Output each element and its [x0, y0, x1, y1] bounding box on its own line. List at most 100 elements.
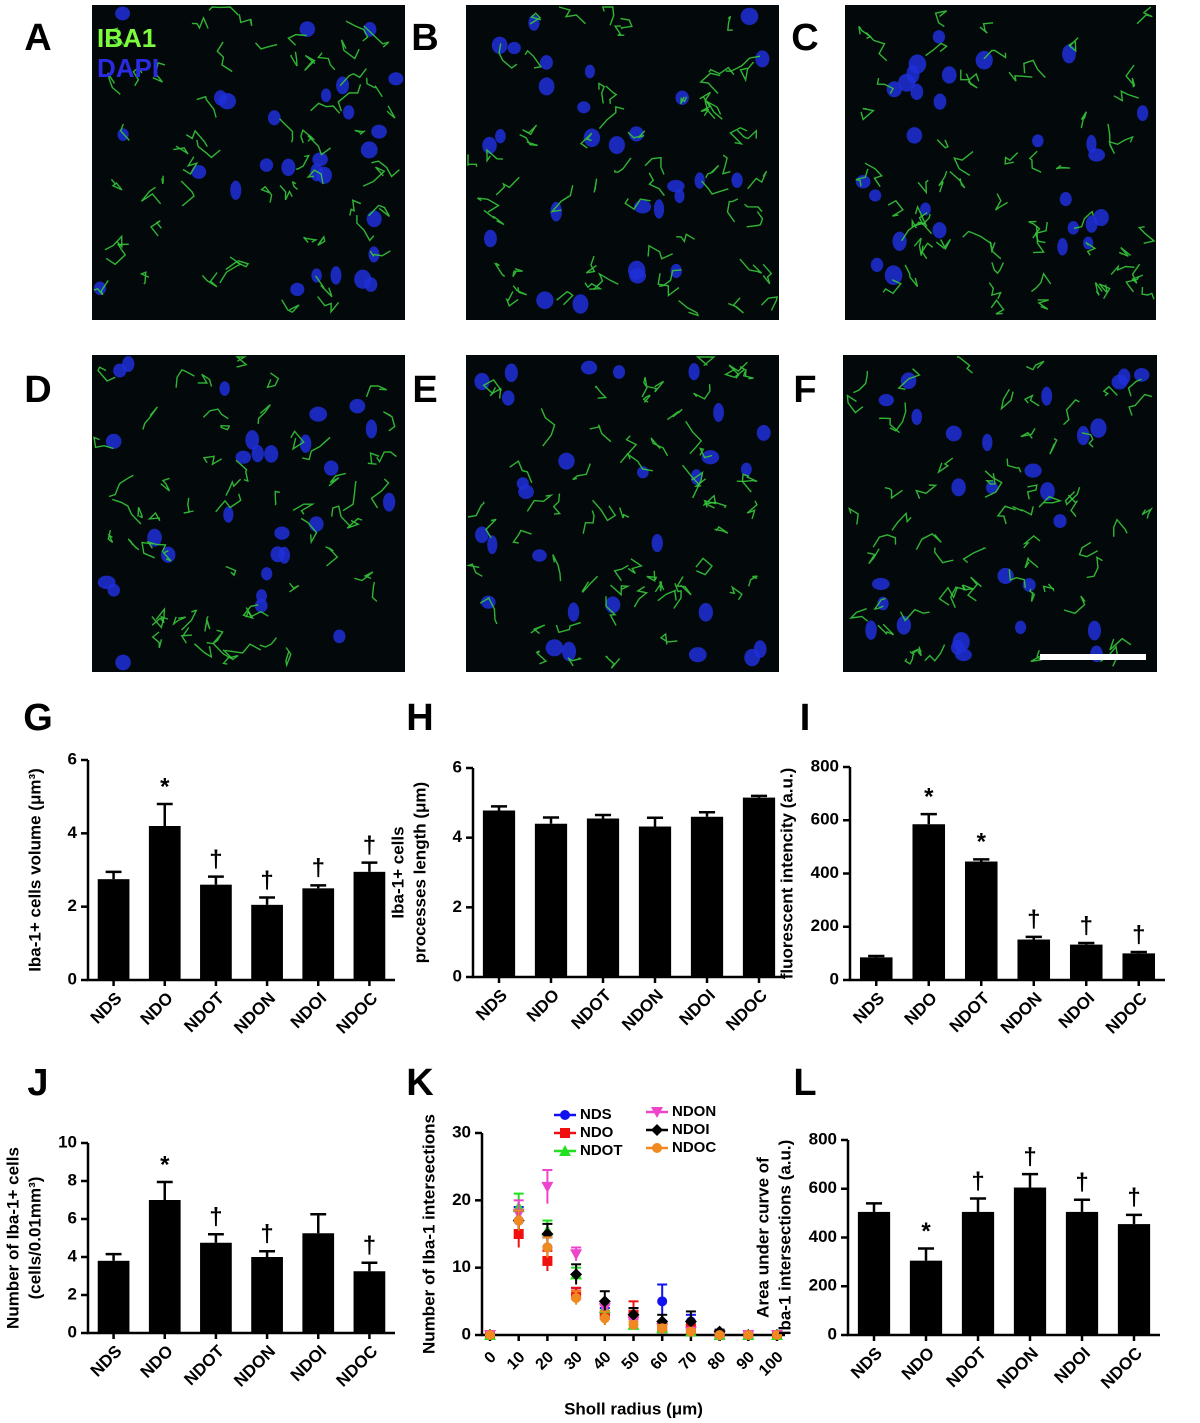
process	[1008, 71, 1033, 82]
point	[542, 1255, 553, 1266]
process	[953, 151, 974, 176]
y-tick-label: 6	[68, 749, 77, 768]
process	[736, 129, 758, 140]
legend-marker	[560, 1110, 570, 1120]
process	[949, 584, 967, 608]
process	[860, 107, 875, 121]
process	[627, 558, 644, 574]
process	[1141, 287, 1155, 300]
process	[887, 199, 904, 217]
nucleus	[311, 268, 322, 283]
nucleus	[755, 50, 770, 68]
process	[1064, 486, 1081, 506]
nucleus	[884, 265, 903, 286]
process	[610, 584, 631, 597]
nucleus	[540, 55, 553, 70]
micrograph	[466, 355, 779, 672]
process	[957, 356, 974, 374]
nucleus	[518, 484, 534, 500]
process	[371, 582, 378, 602]
nucleus	[161, 546, 176, 563]
nucleus	[1022, 578, 1036, 592]
nucleus	[254, 598, 268, 613]
bar	[200, 1242, 232, 1333]
process	[909, 648, 920, 656]
nucleus	[997, 567, 1014, 584]
y-tick-label: 0	[830, 969, 839, 988]
x-tick-label: 30	[561, 1349, 586, 1374]
nucleus	[1040, 482, 1055, 501]
process	[483, 209, 505, 226]
bar	[200, 884, 232, 980]
nucleus	[316, 166, 332, 184]
nucleus	[1087, 620, 1102, 641]
bar	[912, 824, 946, 980]
process	[317, 52, 336, 71]
point	[657, 1323, 668, 1334]
process	[287, 33, 307, 46]
process	[983, 49, 1007, 60]
x-tick-label: 20	[533, 1349, 558, 1374]
nucleus	[1086, 134, 1097, 153]
bar	[638, 826, 672, 977]
significance-marker: †	[363, 832, 376, 859]
process	[933, 547, 954, 564]
process	[505, 291, 519, 308]
process	[535, 650, 548, 665]
process	[644, 156, 665, 175]
nucleus	[906, 127, 923, 144]
point	[571, 1292, 582, 1303]
process	[1025, 360, 1045, 371]
nucleus	[674, 188, 685, 204]
nucleus	[191, 165, 207, 179]
process	[706, 100, 723, 120]
nucleus	[713, 403, 724, 423]
process	[646, 380, 665, 393]
nucleus	[281, 158, 296, 177]
point	[485, 1330, 495, 1340]
nucleus	[299, 434, 312, 453]
process	[1067, 494, 1078, 518]
legend-label: NDON	[672, 1103, 716, 1120]
process	[666, 408, 683, 421]
x-tick-label: NDS	[87, 1342, 126, 1381]
nucleus	[117, 128, 129, 141]
process	[592, 499, 617, 522]
process	[279, 185, 293, 201]
bar	[1013, 1187, 1047, 1335]
point	[513, 1215, 524, 1226]
process	[193, 643, 213, 659]
process	[915, 484, 938, 499]
process	[467, 501, 485, 518]
process	[728, 361, 748, 379]
process	[729, 585, 743, 601]
process	[855, 168, 869, 187]
x-tick-label: NDOT	[943, 1343, 991, 1391]
process	[105, 35, 127, 48]
process	[1023, 394, 1040, 407]
y-axis-label: Area under curve of	[753, 1157, 772, 1318]
x-tick-label: NDS	[472, 986, 511, 1025]
process	[281, 299, 300, 314]
nucleus	[259, 158, 274, 172]
process	[1000, 388, 1014, 411]
nucleus	[1117, 368, 1131, 385]
nucleus	[261, 567, 273, 581]
nucleus	[744, 648, 761, 667]
process	[340, 39, 360, 60]
legend-label: NDOC	[672, 1139, 716, 1156]
point	[743, 1330, 754, 1340]
process	[1102, 385, 1118, 397]
process	[699, 91, 716, 120]
process	[93, 280, 109, 296]
process	[584, 282, 603, 290]
nucleus	[336, 76, 350, 95]
process	[257, 404, 271, 424]
x-tick-label: NDON	[618, 986, 667, 1035]
nucleus	[1062, 44, 1076, 64]
process	[648, 172, 665, 197]
process	[721, 154, 731, 175]
x-axis-label: Sholl radius (μm)	[564, 1399, 703, 1418]
bar	[586, 818, 620, 977]
nucleus	[290, 282, 305, 297]
